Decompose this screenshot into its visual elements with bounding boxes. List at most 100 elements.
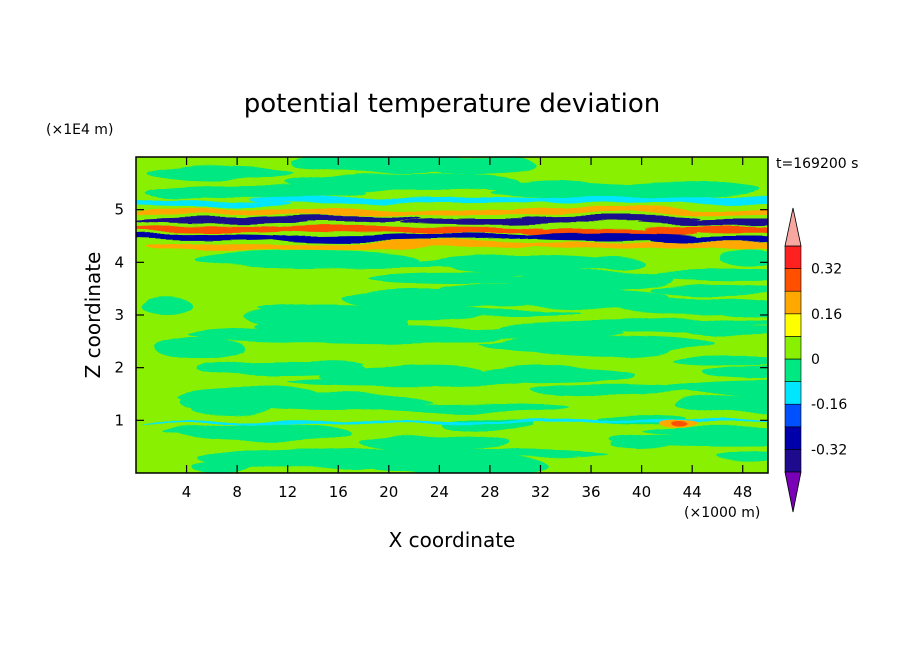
band-segment bbox=[648, 236, 768, 243]
band-segment bbox=[518, 233, 696, 240]
colorbar-segment bbox=[784, 245, 802, 269]
x-tick-label: 16 bbox=[329, 483, 348, 501]
colorbar-tick-label: 0.16 bbox=[811, 307, 842, 323]
time-label: t=169200 s bbox=[776, 156, 858, 172]
field-streak bbox=[531, 385, 692, 396]
colorbar-tick-label: 0 bbox=[811, 352, 820, 368]
y-tick-label: 3 bbox=[114, 306, 124, 324]
band-segment bbox=[367, 227, 545, 234]
x-tick-label: 20 bbox=[379, 483, 398, 501]
warm-spot bbox=[671, 422, 688, 427]
colorbar-segment bbox=[784, 449, 802, 473]
band-segment bbox=[644, 226, 768, 233]
band-segment bbox=[245, 215, 423, 222]
colorbar-segment bbox=[784, 381, 802, 405]
band-segment bbox=[640, 197, 768, 204]
band-segment bbox=[522, 215, 700, 222]
field-streak bbox=[464, 366, 636, 383]
field-streak bbox=[290, 361, 365, 370]
field-streak bbox=[277, 259, 480, 268]
colorbar-over-arrow bbox=[784, 207, 802, 247]
y-axis-label: Z coordinate bbox=[81, 252, 105, 379]
band-segment bbox=[639, 219, 768, 226]
field-streak bbox=[358, 434, 511, 449]
colorbar-segment bbox=[784, 358, 802, 382]
colorbar-segment bbox=[784, 426, 802, 450]
band-segment bbox=[386, 208, 564, 216]
field-streak bbox=[490, 186, 720, 199]
field-streak bbox=[258, 303, 394, 314]
y-tick-label: 5 bbox=[114, 201, 124, 219]
colorbar-segment bbox=[784, 313, 802, 337]
y-tick-label: 1 bbox=[114, 411, 124, 429]
band-segment bbox=[136, 200, 293, 207]
colorbar: 0.32 0.16 0 -0.16 -0.32 bbox=[784, 207, 847, 513]
field-streak bbox=[146, 165, 294, 181]
colorbar-segment bbox=[784, 268, 802, 292]
colorbar-under-arrow bbox=[784, 471, 802, 513]
y-unit-label: (×1E4 m) bbox=[46, 122, 113, 138]
field-streak bbox=[649, 284, 768, 297]
band-segment bbox=[136, 208, 303, 216]
field-streak bbox=[586, 256, 644, 269]
plot-area bbox=[136, 157, 768, 473]
field-streak bbox=[368, 455, 548, 473]
band-segment bbox=[136, 226, 299, 233]
field-streak bbox=[418, 158, 537, 173]
contour-field bbox=[136, 157, 768, 473]
y-axis: 1 2 3 4 5 bbox=[114, 201, 768, 429]
field-streak bbox=[701, 365, 768, 378]
field-streak bbox=[377, 364, 483, 379]
field-streak bbox=[498, 323, 735, 333]
x-tick-label: 44 bbox=[683, 483, 702, 501]
field-streak bbox=[719, 308, 768, 318]
colorbar-segment bbox=[784, 290, 802, 315]
field-streak bbox=[140, 297, 193, 316]
field-streak bbox=[673, 394, 768, 413]
band-segment bbox=[260, 208, 438, 215]
x-tick-label: 40 bbox=[632, 483, 651, 501]
colorbar-segment bbox=[784, 403, 802, 428]
field-streak bbox=[161, 426, 261, 435]
x-tick-label: 48 bbox=[733, 483, 752, 501]
x-tick-label: 12 bbox=[278, 483, 297, 501]
field-streak bbox=[718, 452, 768, 463]
field-streak bbox=[146, 184, 365, 198]
field-streak bbox=[429, 254, 618, 272]
x-tick-label: 24 bbox=[430, 483, 449, 501]
field-streak bbox=[239, 394, 425, 411]
colorbar-segment bbox=[784, 336, 802, 360]
colorbar-tick-label: 0.32 bbox=[811, 262, 842, 278]
field-streak bbox=[482, 335, 716, 353]
x-axis-label: X coordinate bbox=[389, 528, 516, 552]
field-streak bbox=[373, 402, 570, 413]
x-tick-label: 4 bbox=[182, 483, 192, 501]
field-streak bbox=[666, 379, 768, 396]
field-streak bbox=[155, 338, 246, 360]
x-unit-label: (×1000 m) bbox=[684, 505, 760, 521]
band-segment bbox=[136, 234, 290, 241]
x-tick-label: 36 bbox=[581, 483, 600, 501]
field-streak bbox=[264, 326, 508, 344]
field-streak bbox=[642, 426, 768, 436]
field-streak bbox=[286, 175, 521, 191]
x-tick-label: 32 bbox=[531, 483, 550, 501]
field-streak bbox=[609, 434, 768, 446]
band-segment bbox=[635, 208, 768, 215]
band-segment bbox=[430, 420, 768, 424]
band-segment bbox=[374, 196, 552, 204]
field-streak bbox=[330, 157, 444, 170]
field-streak bbox=[179, 393, 251, 410]
chart-title: potential temperature deviation bbox=[244, 89, 660, 119]
x-axis: 4 8 12 16 20 24 28 32 36 40 44 48 bbox=[182, 157, 752, 501]
band-segment bbox=[364, 241, 542, 248]
x-tick-label: 28 bbox=[480, 483, 499, 501]
field-streak bbox=[286, 446, 534, 460]
band-segment bbox=[646, 242, 768, 250]
y-tick-label: 2 bbox=[114, 359, 124, 377]
field-streak bbox=[440, 283, 620, 295]
field-streak bbox=[672, 356, 768, 366]
field-streak bbox=[645, 269, 768, 281]
band-segment bbox=[248, 196, 426, 203]
x-tick-label: 8 bbox=[232, 483, 242, 501]
